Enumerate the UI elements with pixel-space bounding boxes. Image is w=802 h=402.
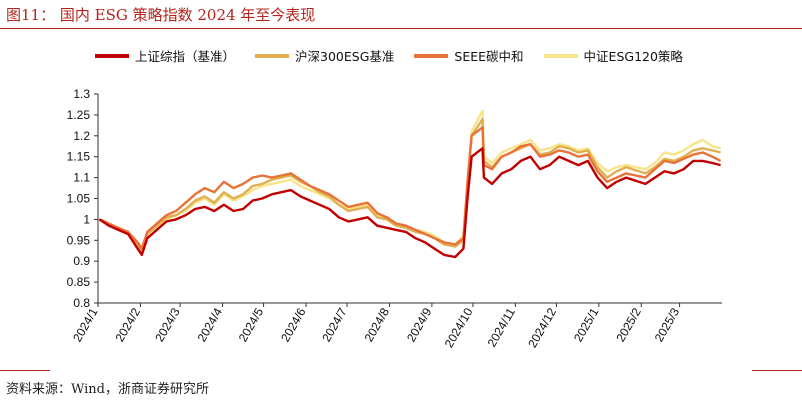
y-tick-label-6: 1.1 (73, 171, 90, 185)
legend-swatch-2 (414, 53, 449, 58)
x-tick-label-0: 2024/1 (70, 305, 101, 344)
x-tick-label-4: 2024/5 (236, 305, 267, 344)
legend-item-1: 沪深300ESG基准 (255, 46, 394, 65)
legend-item-0: 上证综指（基准） (95, 46, 235, 65)
x-tick-label-9: 2024/10 (442, 305, 476, 350)
y-tick-label-10: 1.3 (73, 87, 90, 101)
figure-title: 图11： 国内 ESG 策略指数 2024 年至今表现 (6, 6, 316, 24)
series-line-0 (98, 147, 721, 259)
y-tick-label-7: 1.15 (67, 150, 91, 164)
chart-legend: 上证综指（基准） 沪深300ESG基准 SEEE碳中和 中证ESG120策略 (95, 46, 683, 65)
legend-item-2: SEEE碳中和 (414, 46, 524, 65)
series-line-1 (98, 117, 721, 253)
y-tick-label-3: 0.95 (67, 233, 91, 247)
y-tick-label-5: 1.05 (67, 192, 91, 206)
x-tick-label-12: 2025/1 (571, 305, 602, 344)
title-rule (0, 28, 802, 29)
legend-label-0: 上证综指（基准） (135, 49, 236, 64)
x-tick-label-8: 2024/9 (404, 305, 435, 344)
legend-swatch-0 (95, 53, 129, 58)
x-tick-label-1: 2024/2 (113, 305, 144, 344)
x-tick-label-6: 2024/7 (319, 305, 350, 344)
x-tick-label-11: 2024/12 (525, 305, 559, 350)
x-tick-label-5: 2024/6 (278, 305, 309, 344)
x-tick-label-14: 2025/3 (652, 305, 683, 344)
y-tick-label-1: 0.85 (67, 275, 91, 289)
legend-item-3: 中证ESG120策略 (543, 46, 683, 65)
footer-rule-right (752, 370, 802, 371)
legend-swatch-1 (255, 53, 290, 58)
x-tick-label-13: 2025/2 (613, 305, 644, 344)
series-line-2 (98, 126, 722, 250)
legend-swatch-3 (543, 53, 578, 58)
y-tick-label-2: 0.9 (73, 254, 90, 268)
y-tick-label-9: 1.25 (67, 108, 91, 122)
legend-label-1: 沪深300ESG基准 (295, 49, 395, 64)
x-tick-label-2: 2024/3 (152, 305, 183, 344)
footer-rule-left (0, 370, 50, 371)
legend-label-3: 中证ESG120策略 (583, 49, 683, 64)
source-note: 资料来源：Wind，浙商证券研究所 (6, 382, 209, 397)
y-tick-label-0: 0.8 (73, 296, 90, 310)
x-tick-label-7: 2024/8 (362, 305, 393, 344)
y-tick-label-4: 1 (83, 212, 90, 226)
x-tick-label-3: 2024/4 (195, 305, 226, 344)
x-tick-label-10: 2024/11 (485, 305, 519, 349)
line-chart: 0.8 0.85 0.9 0.95 1 1.05 1.1 1.15 1.2 1.25 1.3 2024… (67, 87, 722, 350)
y-tick-label-8: 1.2 (73, 129, 90, 143)
legend-label-2: SEEE碳中和 (454, 49, 524, 64)
